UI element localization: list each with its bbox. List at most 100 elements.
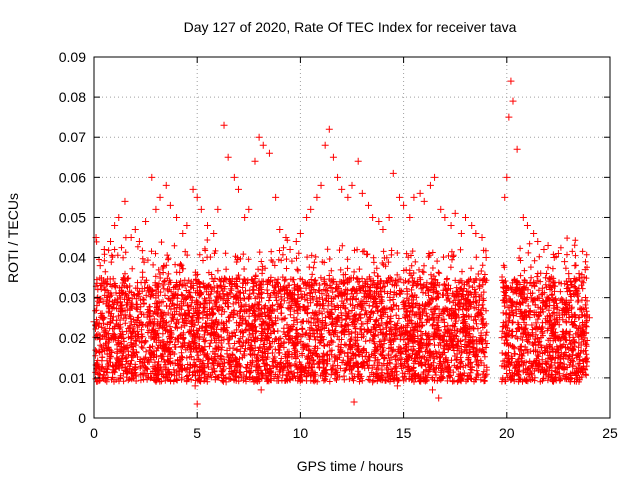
data-point xyxy=(544,242,552,250)
data-point xyxy=(385,213,393,221)
data-point xyxy=(503,173,511,181)
data-points xyxy=(90,77,593,408)
data-cloud xyxy=(92,234,591,385)
data-point xyxy=(365,201,373,209)
data-point xyxy=(162,181,170,189)
data-point xyxy=(282,234,290,241)
data-point xyxy=(334,173,342,181)
data-point xyxy=(148,173,156,181)
data-point xyxy=(193,193,201,201)
data-point xyxy=(307,205,315,213)
data-point xyxy=(482,254,490,262)
y-tick-label: 0.06 xyxy=(59,169,86,185)
data-point xyxy=(350,398,358,406)
data-point xyxy=(437,205,445,213)
data-point xyxy=(152,205,160,213)
data-point xyxy=(276,225,284,233)
data-point xyxy=(222,378,230,386)
data-point xyxy=(115,213,123,221)
data-point xyxy=(379,225,387,233)
data-point xyxy=(406,213,414,221)
data-point xyxy=(292,238,300,246)
data-point xyxy=(451,209,459,217)
data-point xyxy=(501,193,509,201)
data-point xyxy=(435,394,443,402)
data-point xyxy=(135,238,143,246)
data-point xyxy=(585,314,593,322)
data-point xyxy=(179,229,187,237)
data-point xyxy=(530,229,538,237)
y-tick-label: 0.09 xyxy=(59,49,86,65)
data-point xyxy=(329,153,337,161)
y-tick-label: 0.07 xyxy=(59,129,86,145)
data-point xyxy=(127,234,135,241)
data-point xyxy=(100,246,108,254)
data-point xyxy=(554,250,562,258)
data-point xyxy=(420,197,428,205)
x-axis-ticks: 0 5 10 15 20 25 xyxy=(90,57,618,441)
data-point xyxy=(375,217,383,225)
data-point xyxy=(534,238,542,246)
y-tick-label: 0.04 xyxy=(59,250,86,266)
data-point xyxy=(317,181,325,189)
data-point xyxy=(303,213,311,221)
data-point xyxy=(245,205,253,213)
data-point xyxy=(220,121,228,129)
data-point xyxy=(348,370,356,378)
data-point xyxy=(581,266,589,274)
data-point xyxy=(389,169,397,177)
data-point xyxy=(327,366,335,374)
data-point xyxy=(189,185,197,193)
data-point xyxy=(204,221,212,229)
data-point xyxy=(400,201,408,209)
data-point xyxy=(416,189,424,197)
data-point xyxy=(468,221,476,229)
data-point xyxy=(173,213,181,221)
data-point xyxy=(478,234,486,241)
data-point xyxy=(358,189,366,197)
y-tick-label: 0.03 xyxy=(59,290,86,306)
data-point xyxy=(107,238,115,246)
data-point xyxy=(395,193,403,201)
data-point xyxy=(507,374,515,382)
data-point xyxy=(272,193,280,201)
y-tick-label: 0.05 xyxy=(59,209,86,225)
data-point xyxy=(193,400,201,408)
data-point xyxy=(393,382,401,390)
data-point xyxy=(509,97,517,105)
data-point xyxy=(369,378,377,386)
data-point xyxy=(457,229,465,237)
y-tick-label: 0.01 xyxy=(59,370,86,386)
x-tick-label: 5 xyxy=(193,425,201,441)
y-axis-label: ROTI / TECUs xyxy=(5,193,21,283)
data-point xyxy=(255,133,263,141)
data-point xyxy=(234,185,242,193)
data-point xyxy=(426,181,434,189)
data-point xyxy=(253,374,261,382)
dense-data-cluster xyxy=(92,234,591,385)
data-point xyxy=(447,221,455,229)
data-point xyxy=(131,225,139,233)
data-point xyxy=(507,77,515,85)
data-point xyxy=(214,205,222,213)
data-point xyxy=(561,258,569,266)
data-point xyxy=(183,221,191,229)
data-point xyxy=(523,221,531,229)
data-point xyxy=(505,113,513,121)
data-point xyxy=(472,229,480,237)
data-point xyxy=(286,246,294,254)
data-point xyxy=(156,193,164,201)
plot-frame xyxy=(93,56,611,419)
data-point xyxy=(540,246,548,254)
data-point xyxy=(325,125,333,133)
data-point xyxy=(111,221,119,229)
x-tick-label: 15 xyxy=(396,425,412,441)
data-point xyxy=(462,213,470,221)
x-axis-label: GPS time / hours xyxy=(297,458,404,474)
data-point xyxy=(224,153,232,161)
y-tick-label: 0.08 xyxy=(59,89,86,105)
y-tick-label: 0.02 xyxy=(59,330,86,346)
data-point xyxy=(142,217,150,225)
data-point xyxy=(565,270,573,278)
